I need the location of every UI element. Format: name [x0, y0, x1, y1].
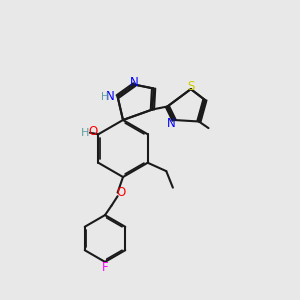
- Text: S: S: [188, 80, 195, 93]
- Text: O: O: [117, 186, 126, 199]
- Text: H: H: [101, 92, 109, 102]
- Text: H: H: [81, 128, 89, 138]
- Text: N: N: [129, 76, 138, 89]
- Text: N: N: [167, 117, 176, 130]
- Text: O: O: [88, 125, 98, 138]
- Text: N: N: [106, 90, 115, 103]
- Text: F: F: [102, 261, 109, 274]
